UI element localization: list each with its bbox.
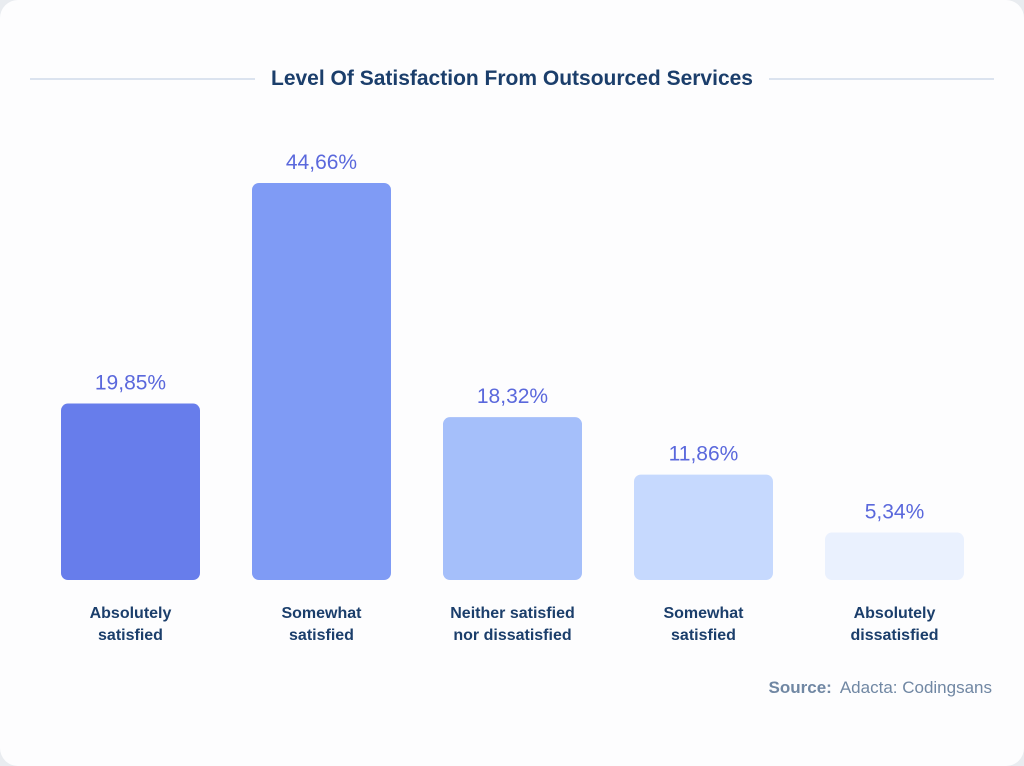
- bar: [252, 183, 391, 580]
- category-label: Absolutely: [854, 605, 936, 622]
- category-label: satisfied: [98, 627, 163, 644]
- bar: [825, 532, 964, 580]
- category-label: Somewhat: [281, 605, 362, 622]
- value-label: 19,85%: [95, 372, 166, 395]
- value-label: 5,34%: [865, 501, 925, 524]
- bar: [443, 417, 582, 580]
- title-rule-left: [30, 78, 255, 80]
- category-label: Somewhat: [663, 605, 744, 622]
- title-rule-right: [769, 78, 994, 80]
- source-text: Adacta: Codingsans: [839, 678, 992, 697]
- value-label: 44,66%: [286, 151, 357, 174]
- chart-title: Level Of Satisfaction From Outsourced Se…: [271, 67, 753, 90]
- value-label: 18,32%: [477, 385, 548, 408]
- category-label: satisfied: [671, 627, 736, 644]
- bar: [61, 403, 200, 580]
- category-label: satisfied: [289, 627, 354, 644]
- category-label: Absolutely: [90, 605, 172, 622]
- source-note: Source: Adacta: Codingsans: [769, 678, 992, 698]
- bar: [634, 474, 773, 580]
- category-label: nor dissatisfied: [453, 627, 571, 644]
- title-row: Level Of Satisfaction From Outsourced Se…: [30, 62, 994, 96]
- value-label: 11,86%: [669, 443, 739, 466]
- source-label: Source:: [768, 678, 832, 697]
- category-label: dissatisfied: [850, 627, 938, 644]
- category-label: Neither satisfied: [450, 605, 574, 622]
